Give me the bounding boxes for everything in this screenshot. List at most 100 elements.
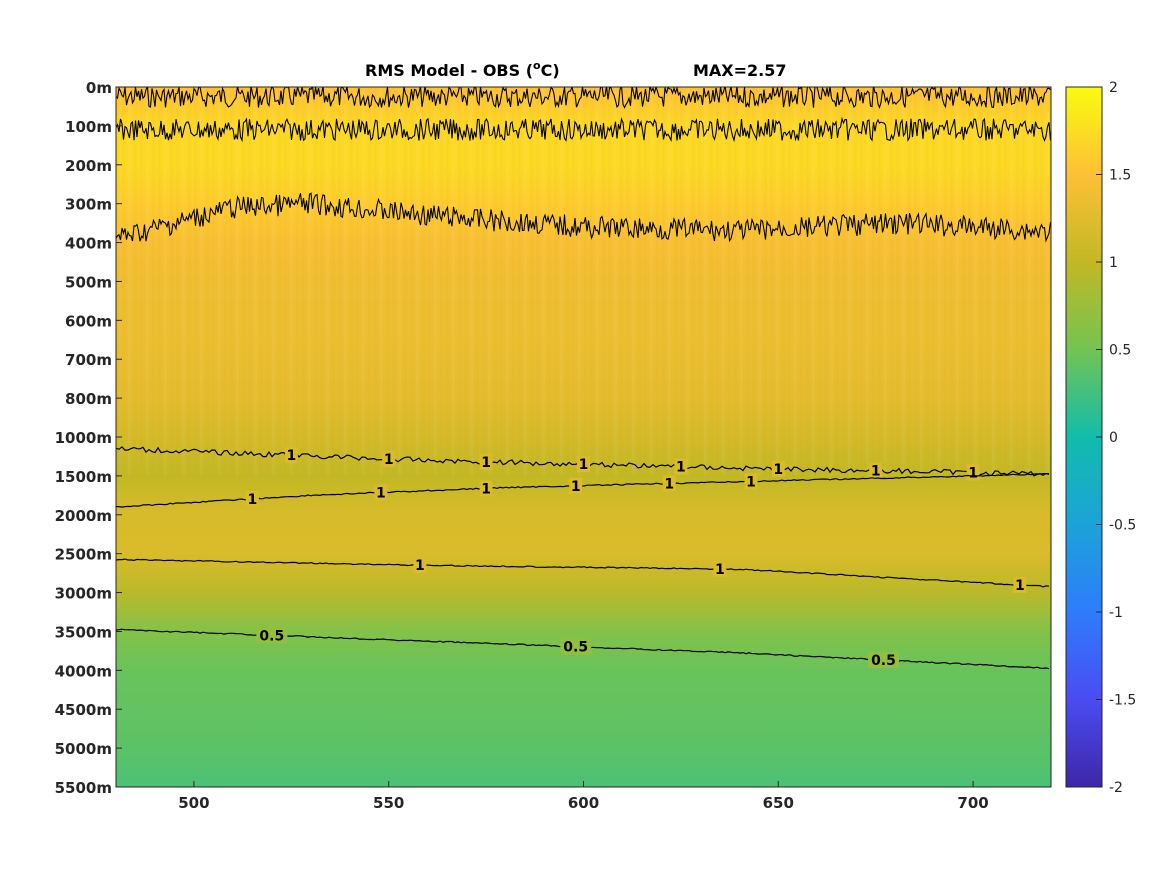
contour-label: 1 — [376, 486, 386, 502]
heatmap-stripe — [242, 87, 245, 476]
heatmap-stripe — [476, 87, 479, 476]
heatmap-stripe — [266, 87, 269, 476]
colorbar-tick-label: -2 — [1109, 780, 1123, 796]
contour-label: 1 — [664, 476, 674, 492]
contour-label-gap — [662, 475, 676, 492]
heatmap-stripe — [788, 87, 791, 476]
y-tick-label: 300m — [65, 196, 112, 214]
plot-area: 1 1 1 1 1 1 1 11 1 1 1 1 11 110.50.50.5 — [116, 87, 1051, 787]
contour-label: 0.5 — [259, 628, 284, 644]
heatmap-stripe — [800, 87, 803, 476]
y-tick-label: 5500m — [55, 779, 112, 797]
heatmap-stripe — [452, 87, 455, 476]
heatmap-stripe — [446, 87, 449, 476]
contour-label-gap — [577, 456, 590, 473]
heatmap-stripe — [206, 87, 209, 476]
heatmap-stripe — [458, 87, 461, 476]
contour-label: 1 — [1015, 578, 1025, 594]
y-tick-label: 1500m — [55, 468, 112, 486]
heatmap-stripe — [638, 87, 641, 476]
heatmap-stripe — [548, 87, 551, 476]
heatmap-stripe — [872, 87, 875, 476]
heatmap-stripe — [470, 87, 473, 476]
heatmap-stripe — [1028, 87, 1031, 476]
heatmap-stripe — [518, 87, 521, 476]
contour-label-gap — [256, 627, 288, 644]
contour-label-gap — [560, 638, 592, 655]
heatmap-stripe — [920, 87, 923, 476]
heatmap-stripe — [554, 87, 557, 476]
contour-label-gap — [374, 484, 388, 501]
heatmap-stripe — [590, 87, 593, 476]
heatmap-stripe — [320, 87, 323, 476]
contour-line-1 — [116, 192, 1051, 243]
heatmap-stripe — [188, 87, 191, 476]
heatmap-stripe — [302, 87, 305, 476]
heatmap-stripe — [524, 87, 527, 476]
contour-label: 1 — [715, 562, 725, 578]
contour-label: 0.5 — [871, 653, 896, 669]
heatmap-stripe — [380, 87, 383, 476]
contour-label: 1 — [286, 448, 296, 464]
heatmap-stripe — [1034, 87, 1037, 476]
colorbar-tick-label: -1.5 — [1109, 693, 1136, 709]
heatmap-stripe — [926, 87, 929, 476]
heatmap-stripe — [374, 87, 377, 476]
contour-label-gap — [413, 557, 427, 574]
heatmap-stripe — [308, 87, 311, 476]
y-tick-label: 5000m — [55, 740, 112, 758]
heatmap-stripe — [542, 87, 545, 476]
heatmap-stripe — [686, 87, 689, 476]
heatmap-stripe — [146, 87, 149, 476]
chart-title: RMS Model - OBS (oC) — [365, 59, 560, 80]
heatmap-stripe — [818, 87, 821, 476]
heatmap-stripe — [536, 87, 539, 476]
y-axis: 0m 100m 200m 300m 400m 500m 600m 700m 800m 1000m 1… — [55, 79, 122, 797]
y-tick-label: 700m — [65, 351, 112, 369]
heatmap-stripe — [710, 87, 713, 476]
heatmap-stripe — [974, 87, 977, 476]
x-axis: 500 550 600 650 700 — [178, 781, 989, 812]
heatmap-stripe — [608, 87, 611, 476]
heatmap-stripe — [626, 87, 629, 476]
heatmap-stripe — [338, 87, 341, 476]
heatmap-stripe — [230, 87, 233, 476]
heatmap-stripe — [488, 87, 491, 476]
heatmap-stripe — [404, 87, 407, 476]
heatmap-stripe — [176, 87, 179, 476]
heatmap-stripe — [914, 87, 917, 476]
heatmap-stripe — [584, 87, 587, 476]
colorbar-tick-label: 1 — [1109, 255, 1118, 271]
colorbar-tick-label: -1 — [1109, 605, 1123, 621]
heatmap-stripe — [812, 87, 815, 476]
heatmap-stripe — [896, 87, 899, 476]
contour-label-gap — [382, 450, 396, 467]
x-tick-label: 500 — [178, 794, 209, 812]
contour-label: 1 — [481, 455, 491, 471]
heatmap-stripe — [716, 87, 719, 476]
heatmap-stripe — [506, 87, 509, 476]
heatmap-stripe — [284, 87, 287, 476]
heatmap-stripe — [434, 87, 437, 476]
heatmap-stripe — [740, 87, 743, 476]
heatmap-stripe — [614, 87, 617, 476]
contour-label: 1 — [247, 492, 257, 508]
heatmap-stripe — [386, 87, 389, 476]
y-tick-label: 800m — [65, 390, 112, 408]
contour-label-gap — [744, 473, 758, 490]
heatmap-stripe — [752, 87, 755, 476]
contour-label-gap — [245, 490, 259, 507]
y-tick-label: 1000m — [55, 429, 112, 447]
heatmap-stripe — [986, 87, 989, 476]
heatmap-stripes — [116, 87, 1049, 476]
colorbar-tick-label: 0 — [1109, 430, 1118, 446]
contour-label: 0.5 — [563, 640, 588, 656]
x-tick-label: 550 — [373, 794, 404, 812]
x-tick-label: 600 — [568, 794, 599, 812]
heatmap-stripe — [494, 87, 497, 476]
heatmap-stripe — [410, 87, 413, 476]
heatmap-stripe — [1040, 87, 1043, 476]
contour-line-1 — [116, 558, 1050, 588]
heatmap-stripe — [908, 87, 911, 476]
heatmap-stripe — [734, 87, 737, 476]
